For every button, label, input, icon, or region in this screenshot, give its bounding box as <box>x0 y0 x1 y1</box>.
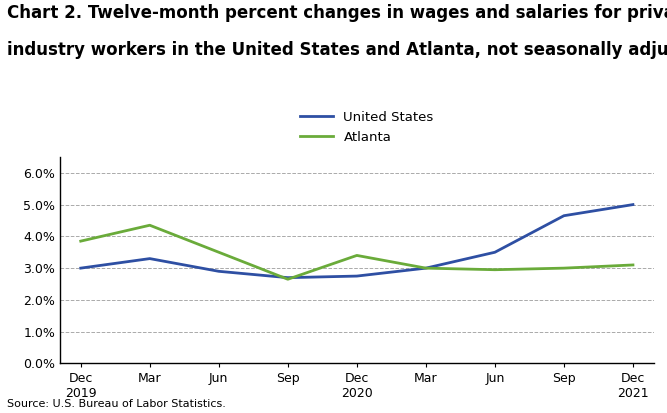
Legend: United States, Atlanta: United States, Atlanta <box>295 106 439 149</box>
Text: Source: U.S. Bureau of Labor Statistics.: Source: U.S. Bureau of Labor Statistics. <box>7 399 225 409</box>
Text: Chart 2. Twelve-month percent changes in wages and salaries for private: Chart 2. Twelve-month percent changes in… <box>7 4 667 22</box>
Text: industry workers in the United States and Atlanta, not seasonally adjusted: industry workers in the United States an… <box>7 41 667 59</box>
